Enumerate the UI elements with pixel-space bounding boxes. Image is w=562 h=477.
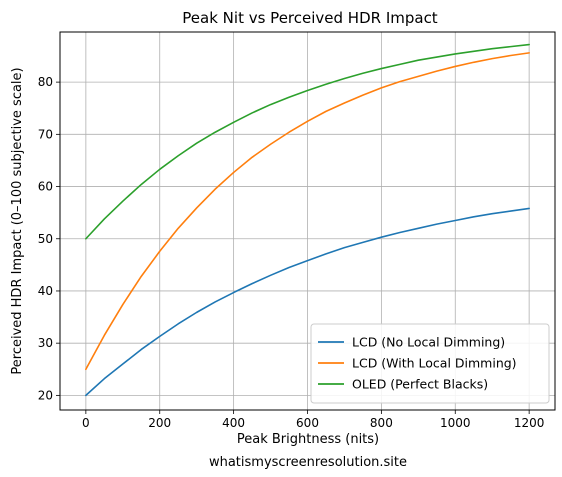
chart-title: Peak Nit vs Perceived HDR Impact xyxy=(182,9,438,27)
x-axis-label: Peak Brightness (nits) xyxy=(237,432,379,447)
y-tick-label: 70 xyxy=(38,127,53,141)
x-tick-label: 0 xyxy=(82,416,90,430)
y-tick-label: 60 xyxy=(38,180,53,194)
y-tick-label: 30 xyxy=(38,336,53,350)
legend-label: LCD (With Local Dimming) xyxy=(352,356,517,371)
y-tick-label: 50 xyxy=(38,232,53,246)
x-tick-label: 1000 xyxy=(440,416,471,430)
x-tick-label: 600 xyxy=(296,416,319,430)
y-tick-label: 40 xyxy=(38,284,53,298)
axis-ticks: 0 200 400 600 800 1000 1200 20 30 40 50 60 70 80 xyxy=(38,75,545,430)
x-tick-label: 400 xyxy=(222,416,245,430)
x-tick-label: 200 xyxy=(148,416,171,430)
series-line-1 xyxy=(85,207,530,397)
legend: LCD (No Local Dimming) LCD (With Local Di… xyxy=(310,323,550,404)
series-line-2 xyxy=(85,52,530,371)
x-tick-label: 800 xyxy=(370,416,393,430)
footer-source-text: whatismyscreenresolution.site xyxy=(209,455,407,470)
y-tick-label: 80 xyxy=(38,75,53,89)
series-lines xyxy=(85,43,530,397)
legend-label: LCD (No Local Dimming) xyxy=(352,335,505,350)
y-tick-label: 20 xyxy=(38,388,53,402)
x-tick-label: 1200 xyxy=(514,416,545,430)
legend-items: LCD (No Local Dimming) LCD (With Local Di… xyxy=(318,335,517,392)
y-axis-label: Perceived HDR Impact (0–100 subjective s… xyxy=(10,67,25,374)
legend-label: OLED (Perfect Blacks) xyxy=(352,377,488,392)
legend-box xyxy=(310,323,550,404)
series-line-3 xyxy=(85,43,530,240)
